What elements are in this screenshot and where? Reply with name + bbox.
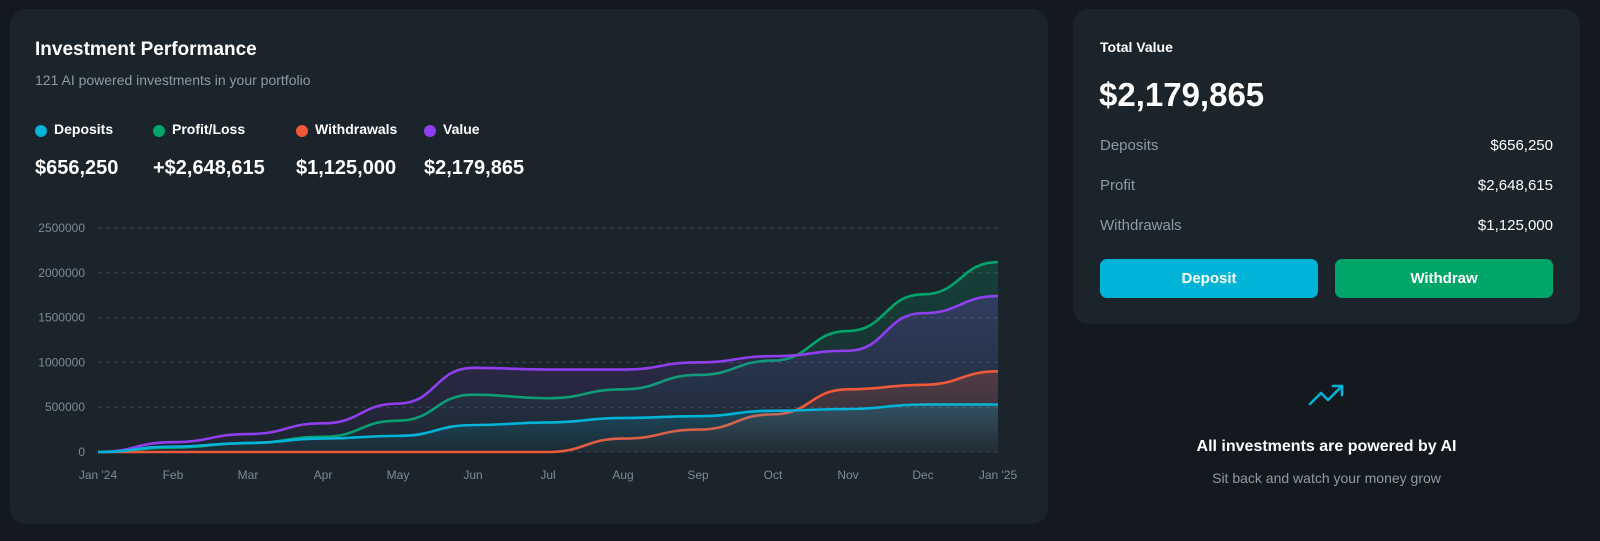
legend-label: Value [443,121,480,137]
x-tick-label: May [387,468,410,482]
withdrawals-row: Withdrawals $1,125,000 [1100,217,1553,234]
total-title: Total Value [1100,39,1173,55]
y-tick-label: 2000000 [38,266,85,280]
total-amount: $2,179,865 [1099,76,1265,113]
legend-value: $656,250 [35,157,119,179]
profit-label: Profit [1100,177,1136,194]
y-tick-label: 1500000 [38,311,85,325]
withdrawals-value: $1,125,000 [1477,217,1553,234]
x-tick-label: Dec [912,468,933,482]
performance-title: Investment Performance [35,39,257,60]
legend-label: Withdrawals [315,121,398,137]
legend-withdrawals: Withdrawals $1,125,000 [296,120,424,184]
legend-label: Deposits [54,121,114,137]
withdraw-button[interactable]: Withdraw [1335,259,1553,298]
x-tick-label: Jul [540,468,555,482]
x-tick-label: Aug [612,468,633,482]
deposits-value: $656,250 [1490,137,1553,154]
withdrawals-dot [296,125,308,137]
x-tick-label: Apr [314,468,333,482]
y-tick-label: 2500000 [38,221,85,235]
performance-card: Investment Performance 121 AI powered in… [10,9,1048,524]
profit-loss-dot [153,125,165,137]
series-line-deposits [97,403,998,454]
x-tick-label: Oct [764,468,783,482]
profit-value: $2,648,615 [1477,177,1553,194]
x-tick-label: Jan '25 [979,468,1018,482]
x-tick-label: Jun [463,468,482,482]
deposit-button[interactable]: Deposit [1100,259,1318,298]
deposits-dot [35,125,47,137]
ai-title: All investments are powered by AI [1196,438,1457,455]
value-dot [424,125,436,137]
legend-value: +$2,648,615 [153,157,265,179]
x-tick-label: Mar [238,468,259,482]
profit-row: Profit $2,648,615 [1100,177,1553,194]
deposits-row: Deposits $656,250 [1100,137,1553,154]
legend-value-series: Value $2,179,865 [424,120,544,184]
legend-label: Profit/Loss [172,121,246,137]
y-tick-label: 0 [78,445,85,459]
y-tick-label: 500000 [45,400,85,414]
legend-value: $2,179,865 [424,157,525,179]
withdrawals-label: Withdrawals [1100,217,1182,234]
legend-profit-loss: Profit/Loss +$2,648,615 [153,120,296,184]
series-line-value [97,294,999,454]
trending-up-icon [1308,384,1344,406]
x-tick-label: Nov [837,468,858,482]
ai-subtitle: Sit back and watch your money grow [1212,470,1441,486]
y-tick-label: 1000000 [38,355,85,369]
x-tick-label: Feb [163,468,184,482]
x-tick-label: Sep [687,468,709,482]
total-value-card: Total Value $2,179,865 Deposits $656,250… [1073,9,1580,324]
ai-info: All investments are powered by AI Sit ba… [1073,360,1580,500]
performance-chart: 2500000 2000000 1500000 1000000 500000 0 Jan '… [38,221,1018,482]
performance-subtitle: 121 AI powered investments in your portf… [35,72,311,88]
legend-value: $1,125,000 [296,157,397,179]
performance-legend: Deposits $656,250 Profit/Loss +$2,648,61… [35,120,544,184]
legend-deposits: Deposits $656,250 [35,120,153,184]
series-area-deposits [98,404,998,452]
deposits-label: Deposits [1100,137,1159,154]
x-tick-label: Jan '24 [79,468,118,482]
